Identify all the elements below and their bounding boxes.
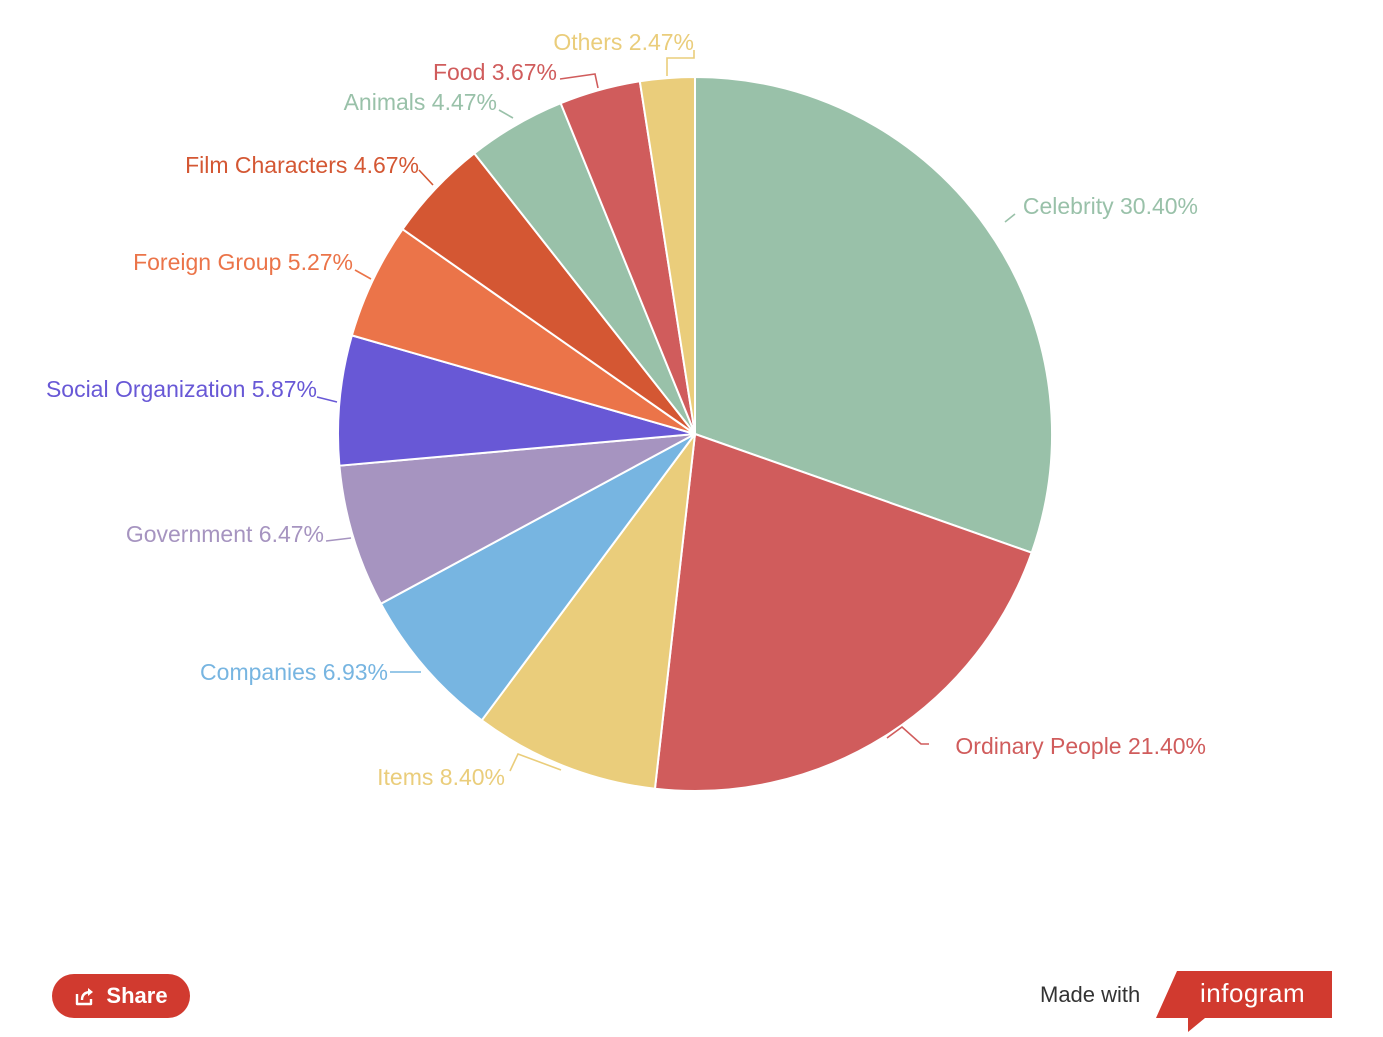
slice-label-government: Government 6.47% — [126, 521, 324, 547]
label-leader-line — [886, 725, 929, 745]
pie-slice-items[interactable] — [480, 433, 696, 790]
label-leader-line — [498, 109, 514, 119]
slice-label-others: Others 2.47% — [553, 29, 694, 55]
pie-slice-social-organization[interactable] — [337, 334, 696, 467]
pie-slice-government[interactable] — [338, 433, 696, 605]
pie-chart: Celebrity 30.40% Ordinary People 21.40% It… — [46, 29, 1206, 792]
infogram-logo[interactable] — [1155, 970, 1333, 1036]
slice-label-celebrity: Celebrity 30.40% — [1023, 193, 1198, 219]
slice-label-food: Food 3.67% — [433, 59, 557, 85]
pie-slices — [337, 76, 1053, 792]
label-leader-line — [325, 537, 352, 542]
label-leader-line — [509, 752, 562, 772]
pie-slice-companies[interactable] — [379, 433, 696, 722]
share-icon — [76, 988, 94, 1006]
slice-label-film-characters: Film Characters 4.67% — [185, 152, 419, 178]
pie-slice-ordinary-people[interactable] — [653, 433, 1033, 792]
label-leader-line — [354, 269, 372, 280]
label-leader-line — [316, 396, 338, 403]
pie-slice-others[interactable] — [638, 76, 696, 435]
infogram-brand-label: infogram — [1200, 978, 1306, 1008]
made-with-label: Made with — [1040, 982, 1141, 1007]
label-leader-line — [666, 50, 695, 76]
pie-slice-celebrity[interactable] — [694, 76, 1053, 554]
share-button[interactable]: Share — [52, 974, 190, 1018]
slice-label-social-organization: Social Organization 5.87% — [46, 376, 317, 402]
share-label: Share — [106, 983, 168, 1008]
slice-label-animals: Animals 4.47% — [344, 89, 497, 115]
slice-label-items: Items 8.40% — [377, 764, 505, 790]
label-leader-line — [1004, 213, 1016, 223]
slice-label-companies: Companies 6.93% — [200, 659, 388, 685]
label-leader-line — [418, 169, 434, 186]
slice-label-foreign-group: Foreign Group 5.27% — [133, 249, 353, 275]
slice-label-ordinary-people: Ordinary People 21.40% — [955, 733, 1206, 759]
slice-labels: Celebrity 30.40% Ordinary People 21.40% It… — [46, 29, 1206, 790]
label-leaders — [316, 50, 1016, 772]
label-leader-line — [559, 73, 599, 89]
